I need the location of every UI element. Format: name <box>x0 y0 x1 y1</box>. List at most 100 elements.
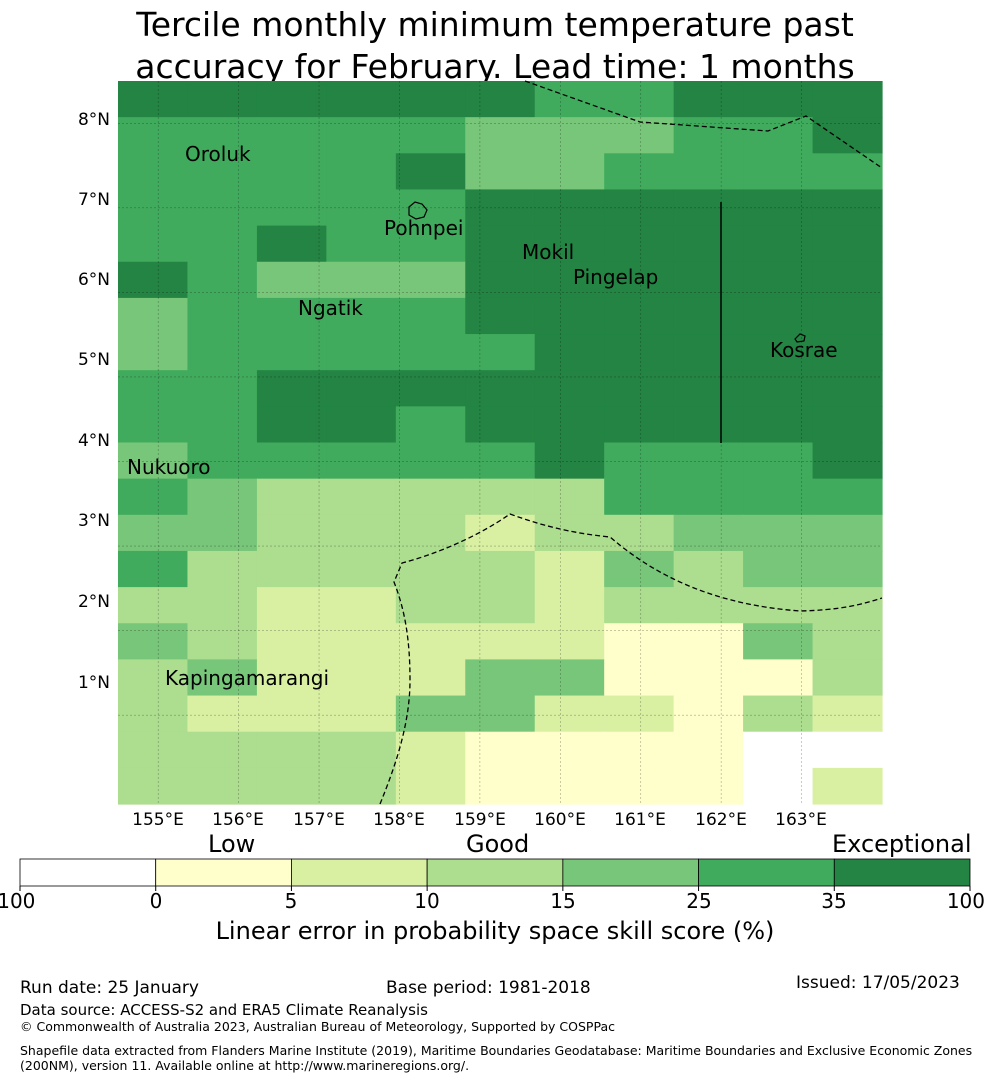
grid-cell <box>326 550 397 588</box>
grid-cell <box>395 225 466 263</box>
grid-cell <box>256 117 327 154</box>
lon-label-156e: 156°E <box>212 810 264 830</box>
grid-cell <box>812 297 883 335</box>
grid-cell <box>326 189 397 227</box>
grid-cell <box>534 587 605 624</box>
grid-cell <box>812 514 883 552</box>
grid-cell <box>534 261 605 299</box>
grid-cell <box>326 767 397 805</box>
grid-cell <box>604 478 675 516</box>
grid-cell <box>465 587 536 624</box>
grid-cell <box>673 767 744 805</box>
grid-cell <box>187 117 258 154</box>
grid-cell <box>118 297 189 335</box>
grid-cell <box>326 659 397 697</box>
grid-cell <box>743 225 814 263</box>
grid-cell <box>395 189 466 227</box>
colorbar-swatch <box>698 858 835 887</box>
grid-cell <box>187 370 258 407</box>
grid-cell <box>465 297 536 335</box>
grid-cell <box>673 297 744 335</box>
grid-cell <box>534 81 605 118</box>
grid-cell <box>534 442 605 480</box>
grid-cell <box>465 695 536 733</box>
grid-cell <box>534 659 605 697</box>
grid-cell <box>395 550 466 588</box>
lat-label-5n: 5°N <box>77 350 110 370</box>
lon-label-161e: 161°E <box>614 810 666 830</box>
grid-cell <box>465 478 536 516</box>
grid-cell <box>118 406 189 444</box>
colorbar-category-good: Good <box>466 830 530 858</box>
grid-cell <box>395 261 466 299</box>
grid-cell <box>395 695 466 733</box>
grid-cell <box>395 334 466 371</box>
grid-cell <box>118 659 189 697</box>
grid-cell <box>326 225 397 263</box>
grid-cell <box>187 334 258 371</box>
map-gridlines <box>118 81 882 804</box>
grid-cell <box>256 297 327 335</box>
lon-label-160e: 160°E <box>534 810 586 830</box>
grid-cell <box>604 153 675 191</box>
grid-cell <box>395 767 466 805</box>
grid-cell <box>743 550 814 588</box>
grid-cell <box>326 261 397 299</box>
grid-cell <box>534 478 605 516</box>
grid-cell <box>534 189 605 227</box>
grid-cell <box>118 370 189 407</box>
grid-cell <box>395 153 466 191</box>
grid-cell <box>395 514 466 552</box>
pohnpei-island-outline <box>408 201 428 220</box>
grid-cell <box>326 442 397 480</box>
colorbar-tick-15: 15 <box>550 889 576 913</box>
grid-cell <box>604 117 675 154</box>
grid-cell <box>534 370 605 407</box>
grid-cell <box>534 153 605 191</box>
lat-label-2n: 2°N <box>77 592 110 612</box>
grid-cell <box>812 623 883 660</box>
grid-cell <box>743 406 814 444</box>
lon-label-162e: 162°E <box>695 810 747 830</box>
eez-boundary-north <box>524 80 883 169</box>
grid-cell <box>604 334 675 371</box>
grid-cell <box>187 297 258 335</box>
grid-cell <box>673 117 744 154</box>
grid-cell <box>187 442 258 480</box>
grid-cell <box>812 334 883 371</box>
grid-cell <box>673 225 744 263</box>
grid-cell <box>604 514 675 552</box>
grid-cell <box>326 695 397 733</box>
grid-cell <box>256 550 327 588</box>
grid-cell <box>187 587 258 624</box>
place-label-kapingamarangi: Kapingamarangi <box>165 666 330 690</box>
grid-cell <box>604 550 675 588</box>
grid-cell <box>326 623 397 660</box>
lon-label-159e: 159°E <box>454 810 506 830</box>
title-line-1: Tercile monthly minimum temperature past <box>136 5 854 44</box>
grid-cell <box>743 514 814 552</box>
colorbar-tick-minus100: -100 <box>0 889 36 913</box>
grid-cell <box>326 81 397 118</box>
grid-cell <box>743 478 814 516</box>
grid-cell <box>118 514 189 552</box>
colorbar-category-exceptional: Exceptional <box>832 830 972 858</box>
grid-cell <box>187 153 258 191</box>
data-source: Data source: ACCESS-S2 and ERA5 Climate … <box>20 1001 428 1019</box>
colorbar-swatch <box>833 858 971 887</box>
grid-cell <box>395 659 466 697</box>
colorbar-swatch <box>562 858 699 887</box>
colorbar-tick-10: 10 <box>414 889 440 913</box>
grid-cell <box>465 767 536 805</box>
grid-cell <box>326 117 397 154</box>
grid-cell <box>465 261 536 299</box>
grid-cell <box>326 153 397 191</box>
grid-cell <box>256 623 327 660</box>
grid-cell <box>118 442 189 480</box>
grid-cell <box>604 225 675 263</box>
grid-cell <box>118 225 189 263</box>
grid-cell <box>465 153 536 191</box>
grid-cell <box>118 334 189 371</box>
grid-cell <box>187 478 258 516</box>
